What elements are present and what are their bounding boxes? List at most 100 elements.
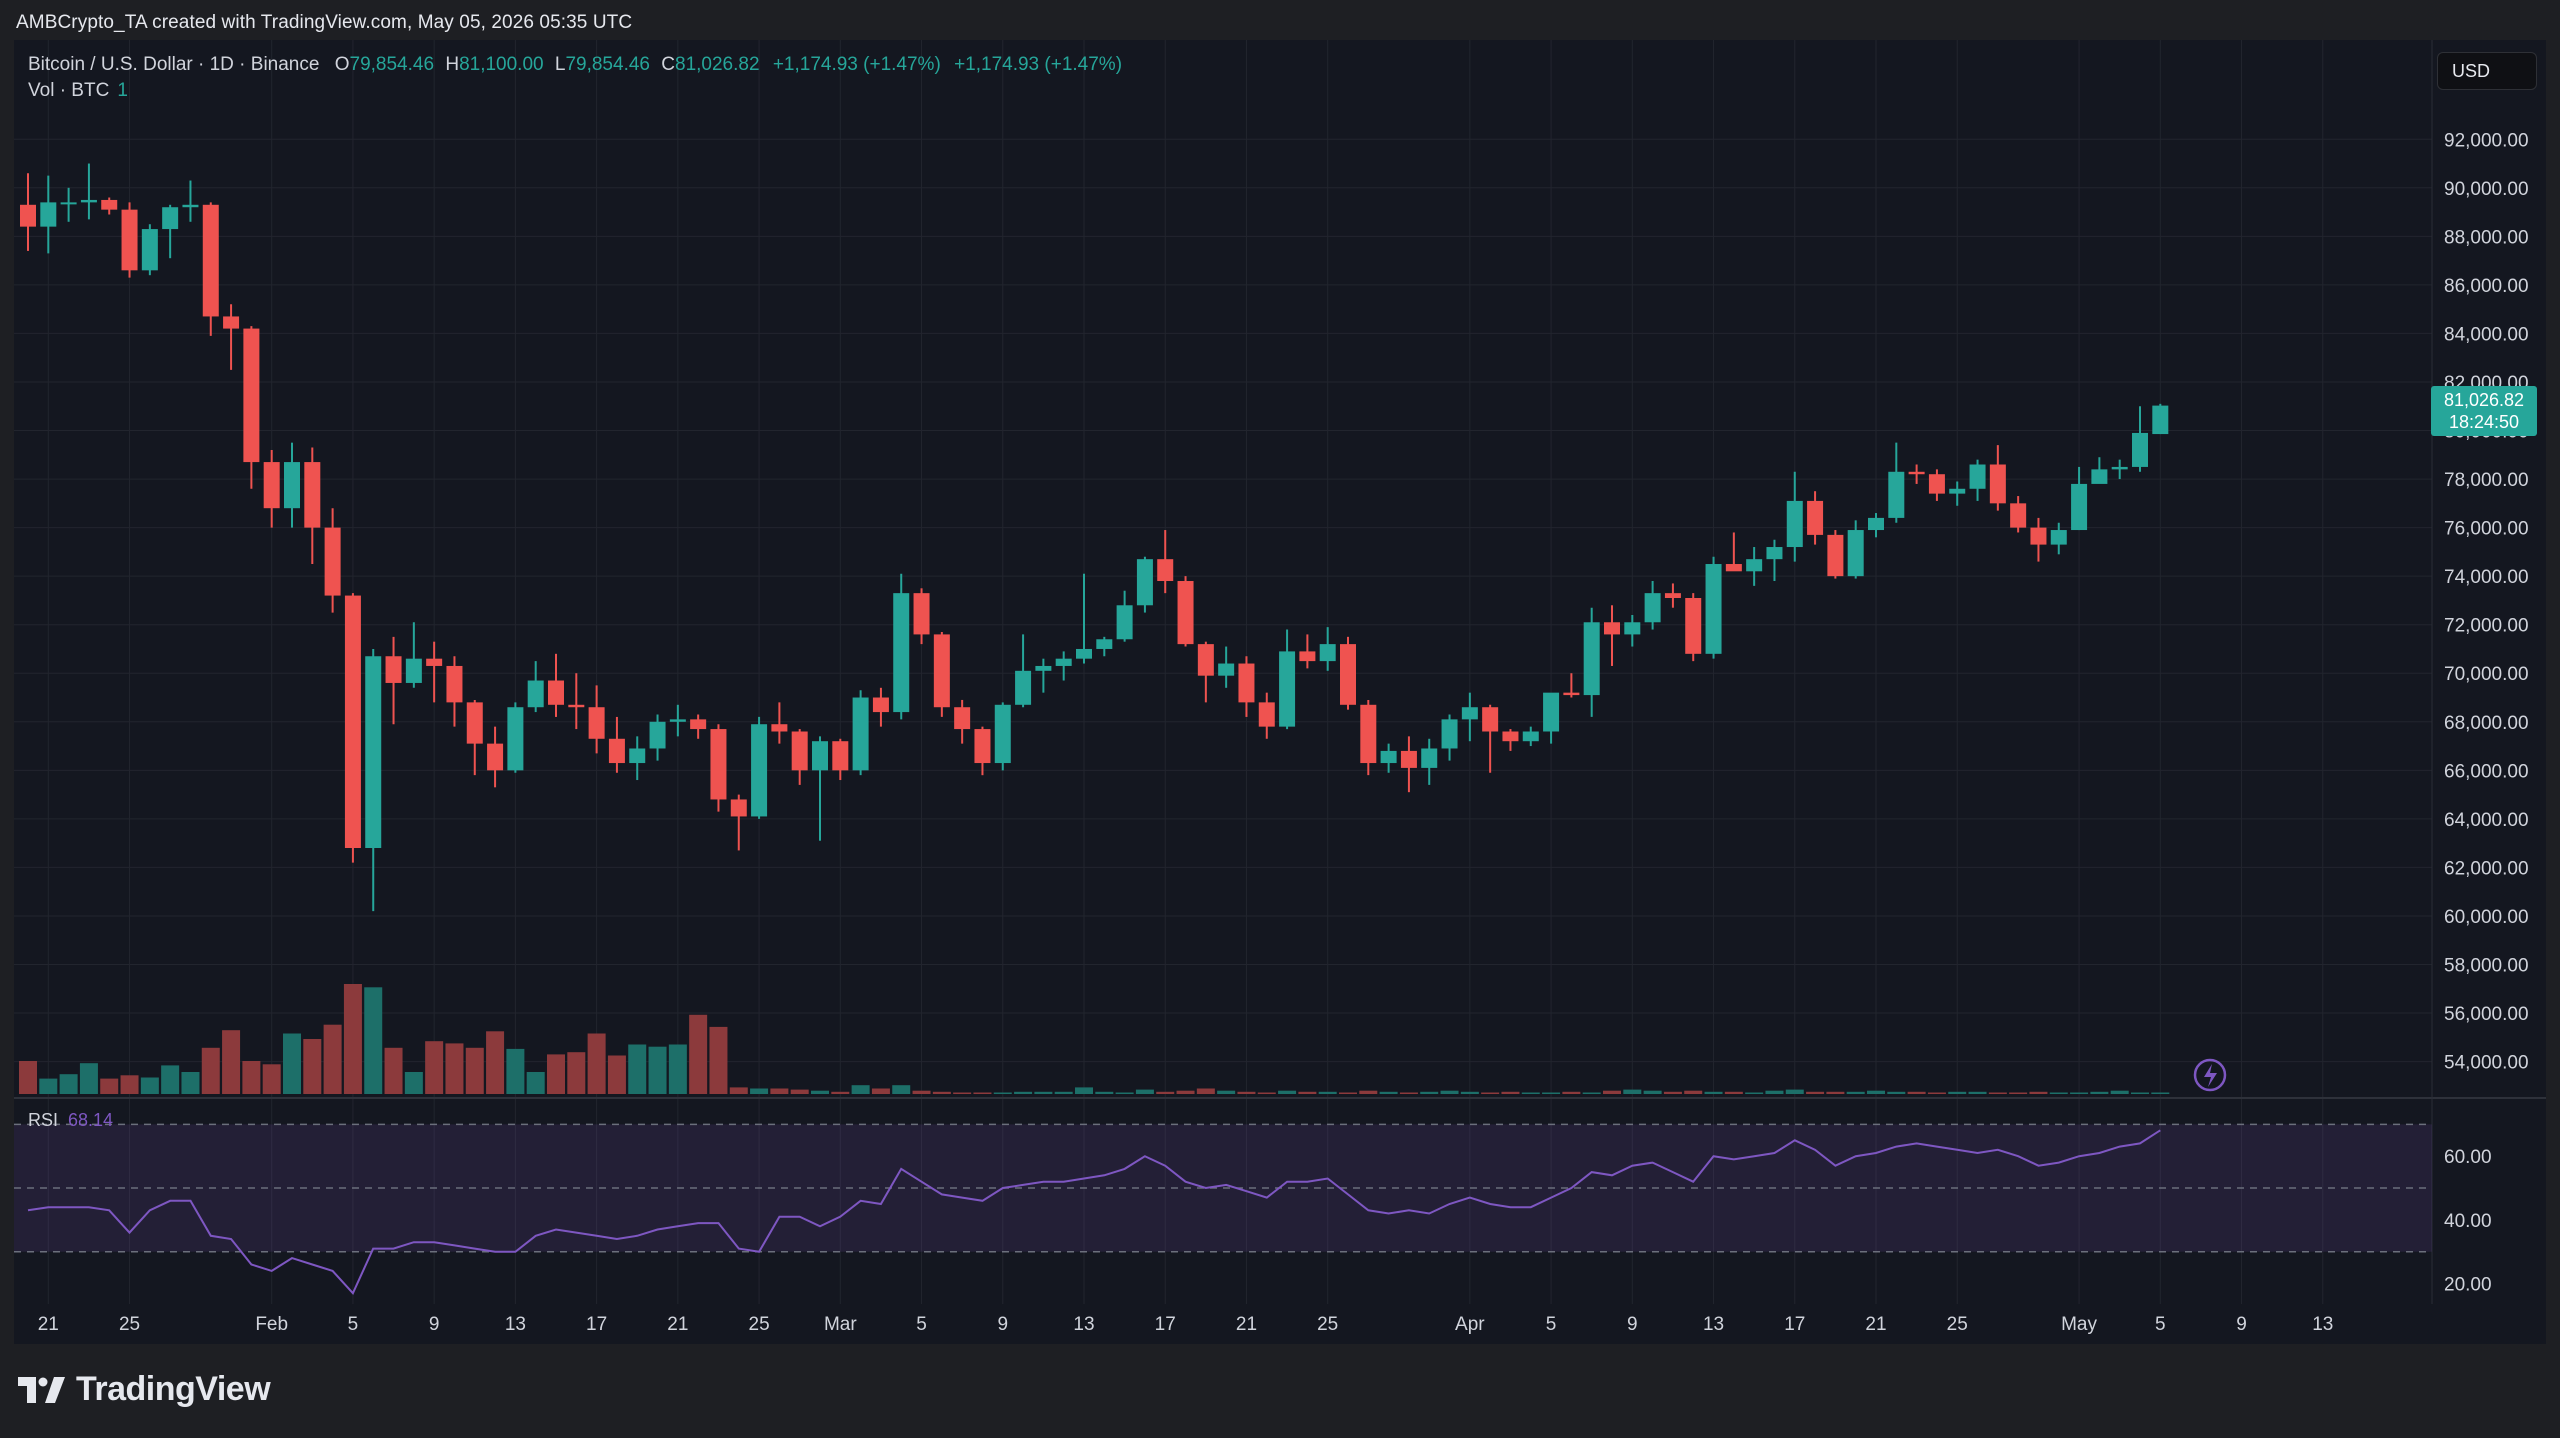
volume-bar — [811, 1090, 829, 1094]
candle-body — [507, 707, 524, 771]
candle-body — [1705, 564, 1722, 654]
price-tick-label: 66,000.00 — [2444, 761, 2529, 782]
volume-bar — [181, 1072, 200, 1094]
candle-body — [1035, 665, 1052, 671]
symbol-legend: Bitcoin / U.S. Dollar · 1D · Binance O79… — [28, 54, 1122, 76]
candle-body — [1624, 622, 1641, 635]
replay-icon[interactable] — [2193, 1058, 2227, 1092]
candle-body — [1868, 517, 1884, 531]
price-tick-label: 90,000.00 — [2444, 179, 2529, 200]
candle-body — [243, 328, 260, 463]
currency-button[interactable]: USD — [2437, 52, 2537, 90]
volume-bar — [1582, 1092, 1601, 1094]
volume-bar — [1115, 1092, 1134, 1094]
candle-body — [1197, 644, 1214, 676]
change-value-2: +1,174.93 (+1.47%) — [954, 54, 1123, 75]
volume-bar — [486, 1031, 505, 1094]
candle-body — [121, 209, 138, 271]
last-price-tag: 81,026.82 18:24:50 — [2431, 386, 2537, 436]
volume-bar — [1135, 1089, 1154, 1094]
volume-bar — [1278, 1090, 1297, 1094]
volume-bar — [770, 1088, 789, 1094]
candle-body — [223, 316, 240, 329]
candle-body — [608, 738, 625, 764]
symbol-title[interactable]: Bitcoin / U.S. Dollar · 1D · Binance — [28, 54, 320, 75]
candle-body — [730, 799, 747, 817]
candle-body — [852, 697, 869, 771]
candle-body — [771, 724, 788, 732]
rsi-axis[interactable]: 20.00 40.00 60.00 — [2444, 1147, 2492, 1295]
volume-bar — [750, 1088, 769, 1094]
volume-bar — [892, 1085, 911, 1094]
candle-body — [1360, 704, 1377, 764]
price-tick-label: 64,000.00 — [2444, 810, 2529, 831]
volume-bar — [1460, 1091, 1479, 1094]
candle-body — [284, 462, 300, 509]
price-tick-label: 88,000.00 — [2444, 227, 2529, 248]
volume-bar — [1318, 1091, 1337, 1094]
volume-bar — [1846, 1091, 1865, 1094]
tradingview-logo-icon — [18, 1376, 65, 1403]
candle-body — [1604, 622, 1620, 635]
volume-bar — [932, 1091, 951, 1094]
volume-bar — [668, 1044, 687, 1094]
volume-bar — [1359, 1090, 1378, 1094]
time-tick-label: 21 — [667, 1314, 688, 1335]
volume-bar — [140, 1077, 159, 1094]
price-tick-label: 56,000.00 — [2444, 1004, 2529, 1025]
candle-body — [954, 707, 971, 730]
rsi-line — [27, 1129, 2161, 1295]
price-tick-label: 58,000.00 — [2444, 956, 2529, 977]
volume-bar — [729, 1087, 748, 1094]
candle-body — [1969, 464, 1986, 489]
volume-bar — [912, 1090, 931, 1094]
volume-bar — [39, 1078, 58, 1094]
volume-bar — [19, 1061, 37, 1094]
candle-body — [649, 721, 666, 749]
volume-legend[interactable]: Vol · BTC 1 — [28, 80, 128, 102]
volume-bar — [59, 1074, 78, 1094]
candle-body — [1015, 670, 1032, 705]
time-tick-label: 17 — [1784, 1314, 1805, 1335]
time-tick-label: May — [2061, 1314, 2097, 1335]
candle-body — [568, 704, 585, 708]
candle-body — [1786, 500, 1803, 548]
volume-bar — [1704, 1091, 1723, 1094]
candle-body — [1319, 644, 1336, 662]
volume-bar — [343, 984, 362, 1094]
volume-value: 1 — [117, 80, 128, 101]
candle-body — [1258, 702, 1275, 727]
volume-bar — [1420, 1091, 1439, 1094]
rsi-legend[interactable]: RSI 68.14 — [28, 1110, 113, 1131]
time-tick-label: 5 — [916, 1314, 927, 1335]
price-tick-label: 68,000.00 — [2444, 713, 2529, 734]
volume-bar — [1765, 1090, 1784, 1094]
volume-bar — [1481, 1092, 1500, 1094]
candle-body — [1644, 593, 1661, 623]
volume-bar — [1927, 1092, 1946, 1094]
rsi-tick-label: 60.00 — [2444, 1147, 2492, 1168]
volume-bar — [1339, 1092, 1357, 1094]
candle-body — [1421, 748, 1438, 768]
candle-body — [1502, 731, 1519, 742]
time-tick-label: 25 — [1947, 1314, 1968, 1335]
volume-bar — [1217, 1090, 1236, 1094]
candle-body — [1238, 663, 1255, 703]
candle-body — [80, 199, 97, 203]
volume-bar — [1968, 1091, 1987, 1094]
volume-bar — [709, 1026, 728, 1094]
tradingview-logo[interactable]: TradingView — [18, 1370, 271, 1409]
time-axis[interactable]: 21 25 Feb 5 9 13 17 21 25 Mar 5 9 13 17 21 25 Apr 5 9 13 17 2… — [38, 1314, 2334, 1335]
candle-body — [141, 229, 158, 271]
volume-bar — [1907, 1091, 1926, 1094]
candle-body — [2030, 527, 2047, 545]
volume-bar — [973, 1092, 992, 1094]
rsi-plot — [27, 1129, 2161, 1295]
volume-bar — [100, 1078, 119, 1094]
volume-bar — [1542, 1092, 1561, 1094]
candle-body — [1685, 598, 1702, 654]
volume-bar — [628, 1044, 647, 1094]
time-tick-label: 17 — [586, 1314, 607, 1335]
candle-body — [365, 656, 382, 848]
